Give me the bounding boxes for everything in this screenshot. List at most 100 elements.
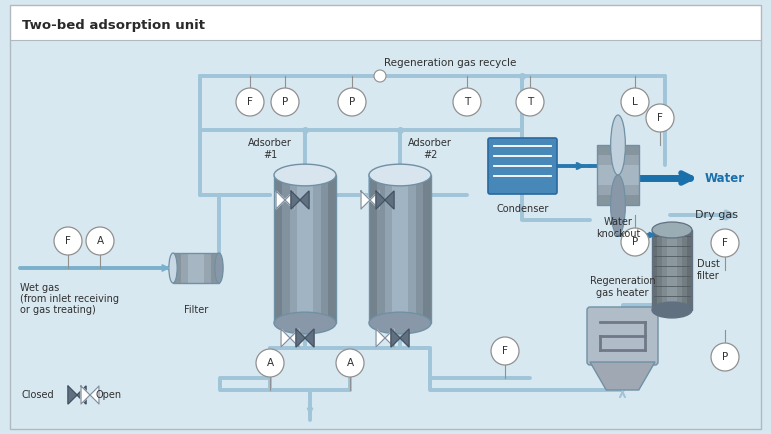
Bar [196, 253, 204, 283]
Bar [662, 230, 667, 310]
Ellipse shape [169, 253, 177, 283]
Bar [369, 175, 431, 323]
Polygon shape [590, 362, 655, 390]
Text: or gas treating): or gas treating) [20, 305, 96, 315]
Bar [274, 175, 336, 323]
Text: A: A [267, 358, 274, 368]
Text: P: P [348, 97, 355, 107]
Bar [597, 145, 639, 205]
Text: Filter: Filter [183, 305, 208, 315]
Ellipse shape [369, 312, 431, 334]
Bar [274, 175, 281, 323]
Bar [652, 230, 692, 310]
Circle shape [86, 227, 114, 255]
Circle shape [256, 349, 284, 377]
Circle shape [516, 88, 544, 116]
Bar [305, 175, 313, 323]
Text: Closed: Closed [22, 390, 55, 400]
Text: L: L [632, 97, 638, 107]
Bar [385, 175, 392, 323]
Text: F: F [722, 238, 728, 248]
Bar [597, 185, 639, 195]
Circle shape [336, 349, 364, 377]
Polygon shape [391, 329, 409, 347]
Bar [321, 175, 328, 323]
FancyBboxPatch shape [488, 138, 557, 194]
Bar [597, 195, 639, 205]
Bar [289, 175, 298, 323]
Polygon shape [296, 329, 314, 347]
Circle shape [271, 88, 299, 116]
Bar [281, 175, 289, 323]
Text: A: A [96, 236, 103, 246]
Text: A: A [346, 358, 354, 368]
Bar [298, 175, 305, 323]
Text: (from inlet receiving: (from inlet receiving [20, 294, 119, 304]
Bar [313, 175, 321, 323]
Ellipse shape [274, 164, 336, 186]
Bar [173, 253, 219, 283]
Ellipse shape [274, 312, 336, 334]
Text: F: F [657, 113, 663, 123]
Text: Condenser: Condenser [497, 204, 549, 214]
Circle shape [646, 104, 674, 132]
FancyBboxPatch shape [587, 307, 658, 365]
Polygon shape [376, 191, 394, 209]
Polygon shape [361, 191, 379, 209]
Text: P: P [722, 352, 728, 362]
Text: T: T [464, 97, 470, 107]
Text: F: F [247, 97, 253, 107]
Text: T: T [527, 97, 533, 107]
Bar [687, 230, 692, 310]
Circle shape [374, 70, 386, 82]
Polygon shape [276, 191, 294, 209]
Text: F: F [502, 346, 508, 356]
Circle shape [621, 88, 649, 116]
Bar [667, 230, 672, 310]
Text: Dry gas: Dry gas [695, 210, 738, 220]
Polygon shape [376, 329, 394, 347]
Bar [597, 155, 639, 165]
Ellipse shape [611, 175, 625, 235]
Circle shape [236, 88, 264, 116]
Bar [672, 230, 677, 310]
Text: Adsorber
#2: Adsorber #2 [408, 138, 452, 160]
Bar [597, 145, 639, 155]
Text: Dust
filter: Dust filter [697, 259, 720, 281]
Polygon shape [81, 386, 99, 404]
Polygon shape [281, 329, 299, 347]
Bar [180, 253, 188, 283]
Bar [652, 230, 657, 310]
Text: P: P [632, 237, 638, 247]
Text: P: P [282, 97, 288, 107]
Circle shape [453, 88, 481, 116]
Text: Wet gas: Wet gas [20, 283, 59, 293]
Text: Adsorber
#1: Adsorber #1 [248, 138, 292, 160]
Text: Water: Water [705, 171, 745, 184]
Bar [657, 230, 662, 310]
Bar [682, 230, 687, 310]
Circle shape [54, 227, 82, 255]
Bar [423, 175, 431, 323]
Circle shape [711, 343, 739, 371]
Bar [400, 175, 408, 323]
Ellipse shape [652, 222, 692, 238]
Bar [597, 175, 639, 185]
Circle shape [491, 337, 519, 365]
Text: Two-bed adsorption unit: Two-bed adsorption unit [22, 20, 205, 33]
Ellipse shape [611, 115, 625, 175]
Bar [408, 175, 416, 323]
Bar [392, 175, 400, 323]
Text: Water
knockout: Water knockout [596, 217, 640, 239]
Text: Open: Open [96, 390, 122, 400]
Bar [369, 175, 377, 323]
Bar [377, 175, 385, 323]
Bar [211, 253, 219, 283]
Bar [416, 175, 423, 323]
Text: Regeneration gas recycle: Regeneration gas recycle [384, 58, 517, 68]
Ellipse shape [369, 164, 431, 186]
Bar [328, 175, 336, 323]
Ellipse shape [652, 302, 692, 318]
Polygon shape [291, 191, 309, 209]
Text: F: F [65, 236, 71, 246]
